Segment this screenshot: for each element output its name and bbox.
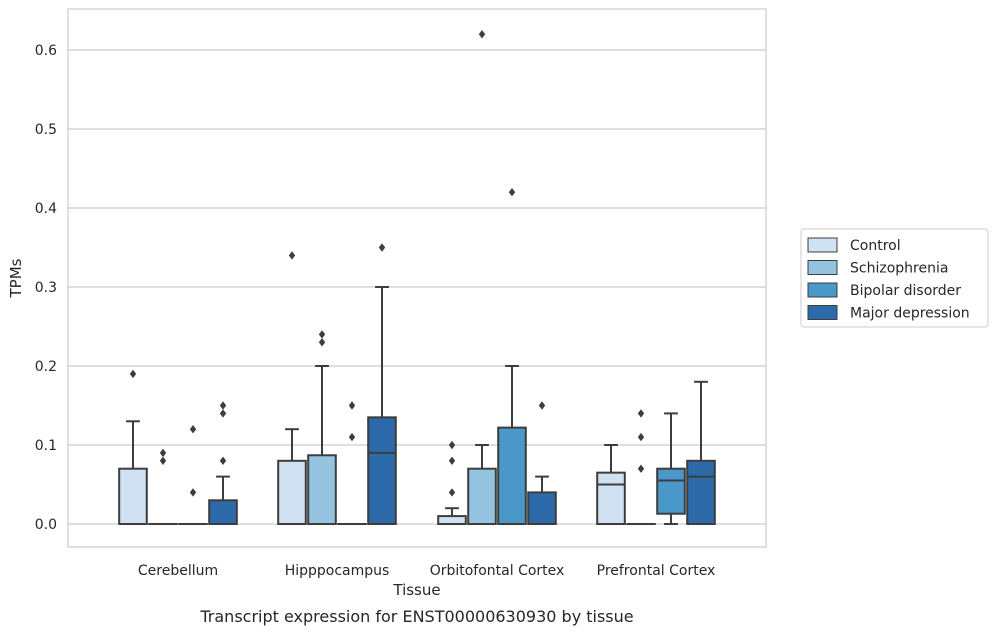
box-plot-series: [118, 30, 716, 526]
outlier-point: [538, 401, 546, 410]
box-iqr: [208, 499, 238, 525]
legend-label: Control: [850, 238, 901, 254]
outlier-point: [219, 409, 227, 418]
legend-swatch: [807, 260, 838, 275]
outlier-point: [348, 432, 356, 442]
x-tick-label: Prefrontal Cortex: [597, 563, 716, 579]
box-iqr: [596, 471, 626, 525]
outlier-point: [159, 456, 167, 465]
x-tick-label: Cerebellum: [138, 563, 218, 579]
y-tick-label: 0.6: [35, 43, 57, 59]
y-tick-label: 0.0: [35, 517, 57, 533]
outlier-point: [637, 409, 645, 418]
chart-caption: Transcript expression for ENST0000063093…: [199, 607, 633, 626]
box-iqr: [467, 467, 497, 526]
legend-swatch: [807, 237, 838, 253]
box-iqr: [497, 426, 527, 525]
box-major-depression: [367, 243, 397, 526]
y-tick-label: 0.1: [35, 438, 57, 454]
box-control: [277, 251, 307, 525]
outlier-point: [348, 401, 356, 410]
box-control: [118, 369, 148, 526]
outlier-point: [219, 456, 227, 465]
outlier-point: [448, 488, 456, 497]
x-axis-label: Tissue: [392, 581, 440, 599]
y-axis-ticks: 0.0 0.1 0.2 0.3 0.4 0.5 0.6: [35, 43, 57, 533]
y-tick-label: 0.2: [35, 359, 57, 375]
legend-label: Bipolar disorder: [850, 283, 961, 299]
box-iqr: [367, 416, 397, 526]
outlier-point: [378, 243, 386, 252]
outlier-point: [508, 188, 516, 197]
box-iqr: [686, 459, 716, 525]
box-bipolar-disorder: [178, 425, 208, 526]
x-tick-label: Orbitofontal Cortex: [430, 563, 565, 579]
box-control: [437, 440, 467, 525]
outlier-point: [318, 338, 326, 347]
outlier-point: [637, 432, 645, 442]
legend-frame: [800, 228, 989, 328]
box-bipolar-disorder: [656, 412, 686, 525]
box-control: [596, 444, 626, 525]
x-axis-ticks: Cerebellum Hipppocampus Orbitofontal Corte…: [138, 563, 715, 579]
outlier-point: [219, 401, 227, 410]
box-iqr: [527, 491, 557, 525]
box-bipolar-disorder: [337, 401, 367, 526]
box-iqr: [118, 467, 148, 526]
legend-swatch: [807, 282, 838, 298]
legend: Control Schizophrenia Bipolar disorder Majo…: [800, 228, 989, 328]
outlier-point: [637, 464, 645, 473]
y-tick-label: 0.4: [35, 201, 57, 217]
legend-label: Major depression: [850, 306, 970, 322]
box-bipolar-disorder: [497, 188, 527, 525]
outlier-point: [189, 488, 197, 497]
outlier-point: [448, 456, 456, 465]
outlier-point: [129, 369, 137, 379]
box-major-depression: [527, 401, 557, 525]
box-schizophrenia: [626, 409, 656, 526]
box-major-depression: [686, 380, 716, 525]
box-schizophrenia: [467, 30, 497, 526]
outlier-point: [448, 440, 456, 450]
legend-label: Schizophrenia: [850, 261, 948, 277]
x-tick-label: Hipppocampus: [285, 563, 390, 579]
grid-lines: [68, 49, 766, 525]
y-tick-label: 0.3: [35, 280, 57, 296]
box-iqr: [656, 467, 686, 515]
plot-frame: [67, 8, 767, 548]
outlier-point: [288, 251, 296, 260]
box-iqr: [307, 454, 337, 525]
legend-swatch: [807, 305, 838, 320]
outlier-point: [159, 448, 167, 458]
box-schizophrenia: [307, 330, 337, 525]
outlier-point: [478, 30, 486, 39]
outlier-point: [189, 425, 197, 434]
box-schizophrenia: [148, 448, 178, 526]
y-axis-label: TPMs: [7, 258, 25, 298]
outlier-point: [318, 330, 326, 339]
y-tick-label: 0.5: [35, 122, 57, 138]
box-major-depression: [208, 401, 238, 525]
box-iqr: [277, 459, 307, 525]
box-iqr: [437, 515, 467, 525]
